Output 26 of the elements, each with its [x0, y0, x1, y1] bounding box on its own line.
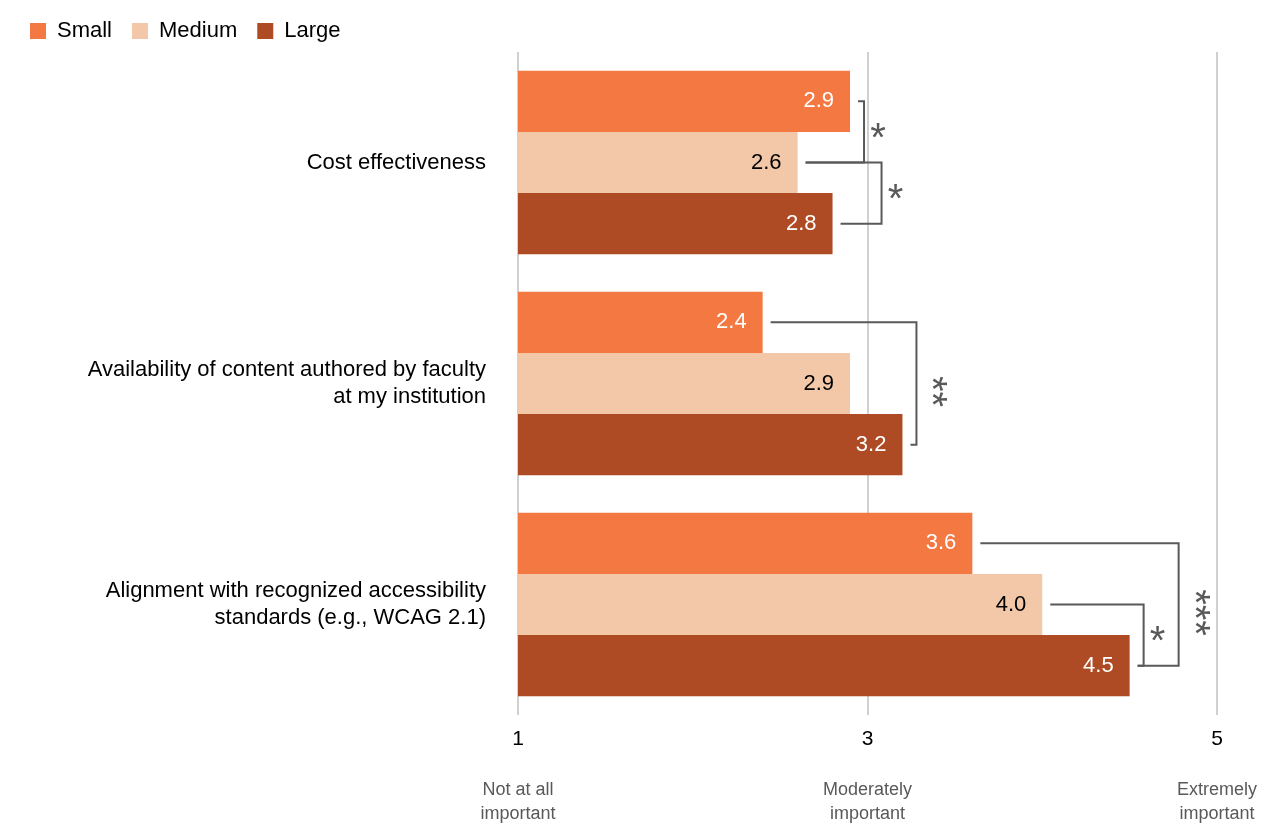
data-label: 2.6: [751, 148, 782, 174]
y-tick-label: Cost effectiveness: [306, 148, 486, 174]
text: Not at all important: [480, 778, 556, 823]
x-tick-label: 1: [512, 726, 524, 750]
text: Extremely important: [1176, 778, 1258, 823]
data-label: 3.6: [925, 529, 957, 555]
data-label: 2.9: [803, 369, 835, 395]
annotation: **: [911, 375, 956, 408]
legend-label: Medium: [159, 17, 238, 43]
text: Moderately important: [822, 778, 913, 823]
data-label: 3.2: [855, 430, 887, 456]
annotation: *: [870, 114, 886, 159]
annotation: ***: [1173, 589, 1218, 636]
legend-label: Large: [284, 17, 341, 43]
annotation: *: [1149, 618, 1166, 663]
data-label: 2.4: [716, 308, 747, 334]
annotation: *: [887, 176, 904, 221]
data-label: 4.0: [995, 590, 1027, 616]
legend-label: Small: [57, 17, 113, 43]
y-tick-label: Availability of content authored by faculty at my institution: [87, 356, 486, 408]
x-tick-label: 5: [1211, 726, 1223, 750]
data-label: 2.9: [803, 87, 835, 113]
y-tick-label: Alignment with recognized accessibility standards (e.g., WCAG 2.1): [105, 577, 486, 629]
data-label: 2.8: [785, 209, 817, 235]
data-label: 4.5: [1083, 651, 1114, 677]
x-tick-label: 3: [861, 726, 874, 750]
